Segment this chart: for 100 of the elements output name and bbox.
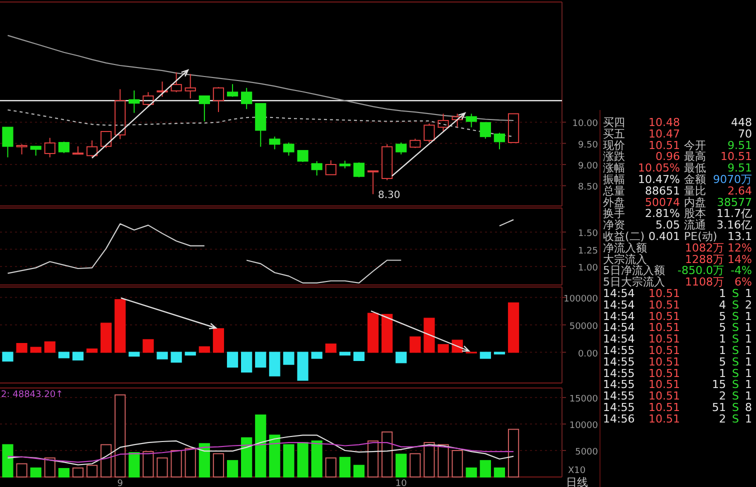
text: 14:55 10.51 2 S 1 xyxy=(603,390,752,403)
text: 14:54 10.51 1 S 1 xyxy=(603,332,752,346)
bar xyxy=(508,302,520,353)
candlestick xyxy=(198,95,210,122)
bar xyxy=(396,352,407,364)
bar xyxy=(198,443,210,478)
candlestick xyxy=(396,142,407,155)
bar xyxy=(297,442,308,478)
bar xyxy=(30,467,42,478)
candlestick xyxy=(184,73,196,99)
bar xyxy=(184,352,196,356)
candlestick xyxy=(2,126,14,158)
y-tick-label: 9.00 xyxy=(578,162,598,172)
bar xyxy=(494,467,506,478)
bar xyxy=(508,428,520,478)
bar xyxy=(269,434,280,478)
bar xyxy=(114,394,126,478)
y-tick-label: 10000 xyxy=(569,421,598,432)
y-tick-label: 9.50 xyxy=(578,140,598,150)
bar xyxy=(339,456,350,478)
y-tick-label: 50000 xyxy=(569,322,598,332)
text: 买四 10.48 448 xyxy=(603,116,752,129)
bar xyxy=(367,312,379,353)
bar xyxy=(86,464,98,478)
x-tick-label: 9 xyxy=(117,479,124,487)
bar xyxy=(424,442,435,478)
bar xyxy=(410,453,421,478)
bar xyxy=(2,444,14,478)
bar xyxy=(170,352,182,363)
bar xyxy=(311,440,322,478)
y-tick-label: 10.00 xyxy=(572,119,598,130)
text: 14:54 10.51 4 S 2 xyxy=(603,298,752,312)
bar xyxy=(226,352,238,368)
bar xyxy=(353,352,365,362)
bar xyxy=(58,352,70,358)
y-tick-label: 1.25 xyxy=(578,246,598,256)
text: 14:55 10.51 51 S 8 xyxy=(603,401,752,414)
bar xyxy=(255,414,266,478)
bar xyxy=(452,450,463,478)
text: 大宗流入 1288万 14% xyxy=(603,252,752,266)
bar xyxy=(72,352,84,360)
text: 买五 10.47 70 xyxy=(603,127,752,140)
y-tick-label: 1.00 xyxy=(578,263,598,274)
bar xyxy=(212,453,224,478)
text: 振幅 10.47% 金额 9070万 xyxy=(603,173,752,186)
x-tick-label: 10 xyxy=(395,479,408,487)
bar xyxy=(241,437,252,478)
line-series xyxy=(7,434,514,466)
bar xyxy=(410,336,421,353)
bar xyxy=(128,452,140,478)
bar xyxy=(100,322,112,353)
bar xyxy=(466,467,477,478)
bar xyxy=(184,448,196,478)
bar xyxy=(44,341,56,353)
annotation: 8.30 xyxy=(378,190,400,202)
text: 总量 88651 量比 2.64 xyxy=(603,184,752,198)
bar xyxy=(353,464,365,478)
candlestick xyxy=(44,137,56,158)
text: 5日净流入额 -850.0万 -4% xyxy=(603,264,752,278)
text: 涨幅 10.05% 最低 9.51 xyxy=(603,162,752,175)
candlestick xyxy=(297,150,308,162)
bar xyxy=(156,457,168,478)
text: 14:55 10.51 1 S 1 xyxy=(603,344,752,357)
bar xyxy=(44,457,56,478)
bar xyxy=(283,444,294,478)
text: 14:54 10.51 1 S 1 xyxy=(603,287,752,300)
candlestick xyxy=(30,146,42,156)
candlestick xyxy=(466,113,477,128)
y-tick-label: 5000 xyxy=(575,448,598,458)
text: 14:56 10.51 2 S 1 xyxy=(603,412,752,426)
candlestick xyxy=(58,141,70,154)
bar xyxy=(311,352,322,359)
text: X10 xyxy=(568,466,586,476)
bar xyxy=(30,346,42,353)
bar xyxy=(382,431,393,478)
candlestick xyxy=(128,90,140,114)
candlestick xyxy=(269,136,280,150)
text: 外盘 50074 内盘 38577 xyxy=(603,196,752,209)
bar xyxy=(16,463,28,478)
bar xyxy=(142,451,154,478)
bar xyxy=(480,460,491,478)
bar xyxy=(86,348,98,353)
bar xyxy=(283,352,294,365)
text: 涨跌 0.96 最高 10.51 xyxy=(603,150,752,164)
candlestick xyxy=(311,160,322,176)
bar xyxy=(438,344,449,353)
text: 收益(二) 0.401 PE(动) 13.1 xyxy=(603,230,752,243)
candlestick xyxy=(353,162,365,178)
y-tick-label: 0.00 xyxy=(578,349,598,360)
bar xyxy=(72,467,84,478)
candlestick xyxy=(241,87,252,110)
line-series xyxy=(7,442,514,463)
text: 换手 2.81% 股本 11.7亿 xyxy=(603,207,752,220)
bar xyxy=(241,352,252,373)
bar xyxy=(438,444,449,478)
bar xyxy=(58,468,70,478)
annotation: 2: 48843.20↑ xyxy=(1,390,64,400)
bar xyxy=(16,343,28,353)
text: 14:55 10.51 1 S 1 xyxy=(603,366,752,380)
text: 14:54 10.51 5 S 1 xyxy=(603,310,752,323)
